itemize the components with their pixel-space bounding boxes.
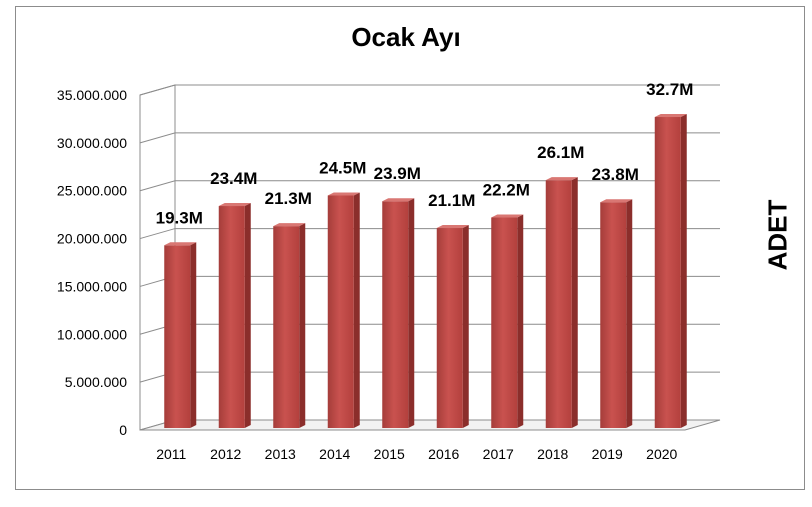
data-label: 21.3M xyxy=(265,189,312,208)
x-tick-label: 2017 xyxy=(483,446,514,462)
bar-side xyxy=(408,198,415,428)
data-label: 23.9M xyxy=(374,164,421,183)
bar xyxy=(164,245,191,428)
data-label: 23.4M xyxy=(210,169,257,188)
gridline xyxy=(139,228,720,240)
data-label: 24.5M xyxy=(319,159,366,178)
bar xyxy=(545,180,572,428)
gridline xyxy=(139,132,720,144)
data-label: 19.3M xyxy=(156,208,203,227)
x-tick-label: 2013 xyxy=(265,446,296,462)
bar-top xyxy=(600,199,633,203)
bar xyxy=(600,202,627,428)
bar-side xyxy=(517,214,524,428)
y-tick-label: 20.000.000 xyxy=(57,231,127,247)
bar-top xyxy=(327,192,360,196)
x-tick-label: 2016 xyxy=(428,446,459,462)
data-label: 26.1M xyxy=(537,143,584,162)
bar-side xyxy=(190,242,197,428)
chart-title: Ocak Ayı xyxy=(351,22,461,52)
bar xyxy=(491,217,518,428)
y-tick-label: 25.000.000 xyxy=(57,183,127,199)
y-tick-label: 30.000.000 xyxy=(57,135,127,151)
y-tick-label: 15.000.000 xyxy=(57,278,127,294)
bar-top xyxy=(545,177,578,181)
bar-top xyxy=(218,203,251,207)
x-tick-label: 2020 xyxy=(646,446,677,462)
x-tick-label: 2015 xyxy=(374,446,405,462)
bar xyxy=(654,117,681,428)
gridline xyxy=(139,180,720,192)
x-tick-label: 2019 xyxy=(592,446,623,462)
data-label: 22.2M xyxy=(483,181,530,200)
bar-top xyxy=(382,198,415,202)
x-tick-label: 2014 xyxy=(319,446,350,462)
bar-top xyxy=(436,225,469,229)
bar-side xyxy=(244,203,251,428)
bar-side xyxy=(462,225,469,428)
gridline xyxy=(139,84,720,96)
data-label: 23.8M xyxy=(592,165,639,184)
y-tick-label: 35.000.000 xyxy=(57,87,127,103)
bar xyxy=(382,201,409,428)
data-label: 21.1M xyxy=(428,191,475,210)
bar-top xyxy=(273,223,306,227)
y-tick-label: 5.000.000 xyxy=(65,374,127,390)
x-tick-label: 2018 xyxy=(537,446,568,462)
bar-side xyxy=(626,199,633,428)
bar xyxy=(327,195,354,428)
bar xyxy=(273,226,300,428)
bar-top xyxy=(164,242,197,246)
x-tick-label: 2012 xyxy=(210,446,241,462)
y-tick-label: 10.000.000 xyxy=(57,326,127,342)
bar-side xyxy=(299,223,306,428)
y-tick-label: 0 xyxy=(119,422,127,438)
bar-side xyxy=(680,114,687,428)
x-tick-label: 2011 xyxy=(156,446,186,462)
bar-side xyxy=(353,192,360,428)
data-label: 32.7M xyxy=(646,80,693,99)
bar-side xyxy=(571,177,578,428)
bar xyxy=(436,228,463,428)
bar-top xyxy=(491,214,524,218)
bar-top xyxy=(654,114,687,118)
bar xyxy=(218,206,245,428)
